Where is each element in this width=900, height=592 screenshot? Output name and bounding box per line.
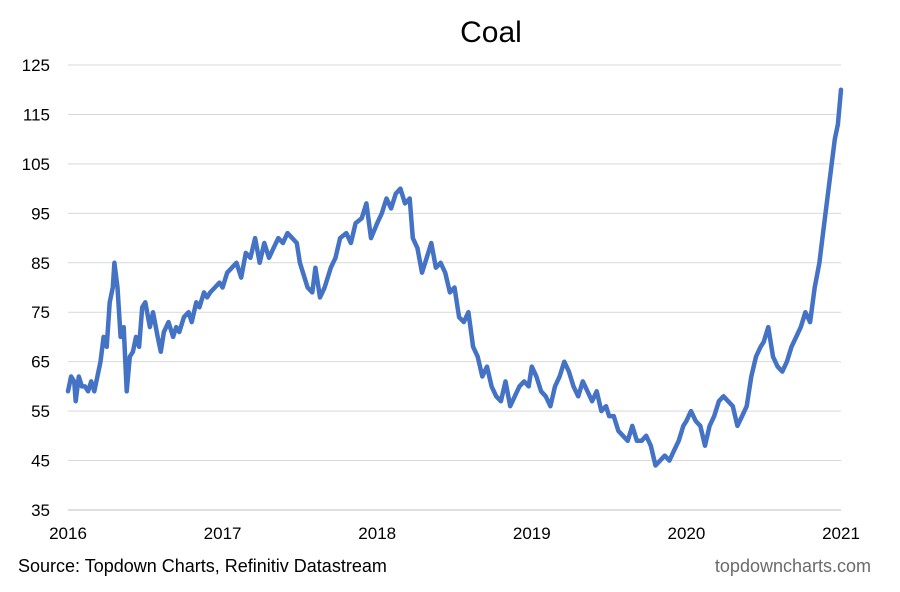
x-tick-label-2019: 2019 (513, 524, 551, 543)
y-tick-label-105: 105 (22, 155, 50, 174)
gridlines (68, 64, 841, 511)
y-tick-label-65: 65 (31, 353, 50, 372)
x-tick-label-2017: 2017 (204, 524, 242, 543)
y-tick-label-115: 115 (23, 105, 50, 124)
series-layer (65, 87, 844, 468)
x-tick-label-2018: 2018 (358, 524, 396, 543)
x-tick-label-2021: 2021 (822, 524, 860, 543)
y-tick-label-55: 55 (31, 402, 50, 421)
chart-title: Coal (460, 16, 522, 49)
y-tick-label-75: 75 (31, 303, 50, 322)
y-tick-label-35: 35 (31, 501, 50, 520)
x-axis-tick-labels: 2016 2017 2018 2019 2020 2021 (49, 524, 860, 543)
y-tick-label-125: 125 (22, 56, 50, 75)
series-line-0 (65, 87, 844, 468)
y-tick-label-45: 45 (31, 452, 50, 471)
x-tick-label-2020: 2020 (667, 524, 705, 543)
y-tick-label-85: 85 (31, 254, 50, 273)
y-tick-label-95: 95 (31, 204, 50, 223)
source-note: Source: Topdown Charts, Refinitiv Datast… (18, 556, 387, 576)
y-axis-tick-labels: 35 45 55 65 75 85 95 105 115 125 (22, 56, 50, 520)
x-tick-label-2016: 2016 (49, 524, 87, 543)
site-watermark: topdowncharts.com (714, 556, 871, 576)
